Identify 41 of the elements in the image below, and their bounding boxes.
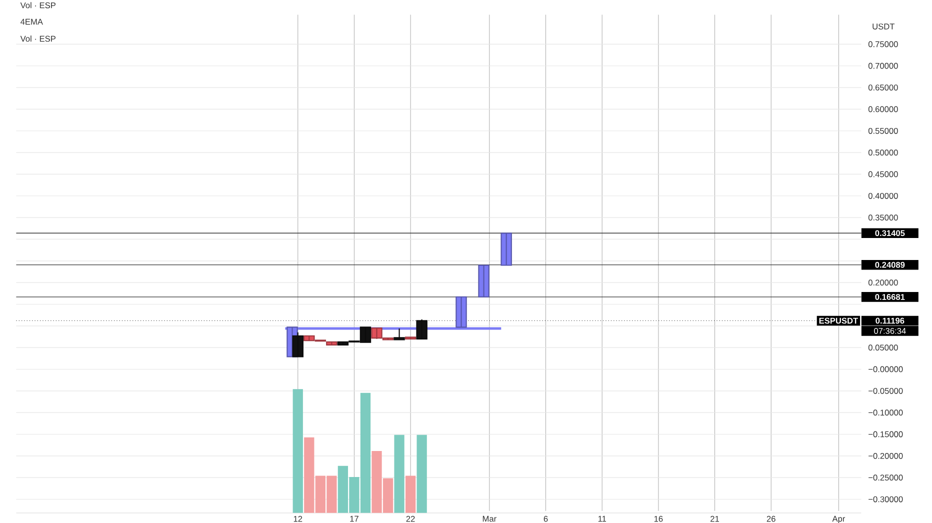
x-tick-label: 11: [598, 516, 606, 522]
y-tick-label: −0.20000: [868, 453, 903, 459]
candlestick: [394, 328, 405, 340]
y-tick-label: −0.10000: [868, 410, 903, 416]
y-tick-label: −0.30000: [868, 496, 903, 502]
y-tick-label: −0.15000: [868, 431, 903, 438]
annotation: ESPUSDT: [819, 318, 858, 324]
ref-line-label: 0.11196: [876, 318, 904, 324]
x-tick-label: 12: [294, 516, 302, 522]
annotation: Vol · ESP: [20, 36, 56, 42]
y-tick-label: 0.05000: [868, 344, 898, 351]
ref-line-label: 0.31405: [875, 230, 905, 236]
y-tick-label: 0.75000: [868, 41, 898, 48]
y-tick-label: −0.00000: [868, 366, 903, 372]
x-tick-label: 6: [544, 516, 548, 522]
text: Vol · ESP: [20, 2, 56, 8]
y-tick-label: 0.70000: [868, 63, 898, 69]
y-tick-label: 0.40000: [868, 193, 898, 199]
ref-line-label: 0.24089: [875, 262, 905, 268]
ref-line-label: 0.16681: [875, 294, 905, 300]
y-tick-label: −0.25000: [868, 474, 903, 481]
x-tick-label: 17: [350, 516, 358, 522]
y-tick-label: 0.45000: [868, 171, 898, 178]
candlestick: [416, 318, 428, 340]
y-tick-label: 0.50000: [868, 150, 898, 156]
x-tick-label: 22: [406, 516, 415, 522]
y-tick-label: 0.35000: [868, 214, 898, 221]
candlestick: [326, 342, 338, 346]
x-tick-label: 21: [710, 516, 719, 522]
y-tick-label: 0.60000: [868, 106, 898, 112]
y-tick-label: 0.20000: [868, 280, 898, 286]
candlestick: [404, 336, 416, 340]
y-tick-label: 0.55000: [868, 128, 898, 134]
y-tick-label: 0.65000: [868, 84, 898, 91]
text: 07:36:34: [874, 328, 906, 334]
y-axis-title: USDT: [872, 24, 895, 30]
x-tick-label: 26: [766, 516, 776, 522]
annotation: 4EMA: [20, 18, 43, 25]
x-tick-label: 16: [654, 516, 663, 522]
x-tick-label: Mar: [482, 516, 496, 522]
y-tick-label: −0.05000: [868, 388, 903, 394]
